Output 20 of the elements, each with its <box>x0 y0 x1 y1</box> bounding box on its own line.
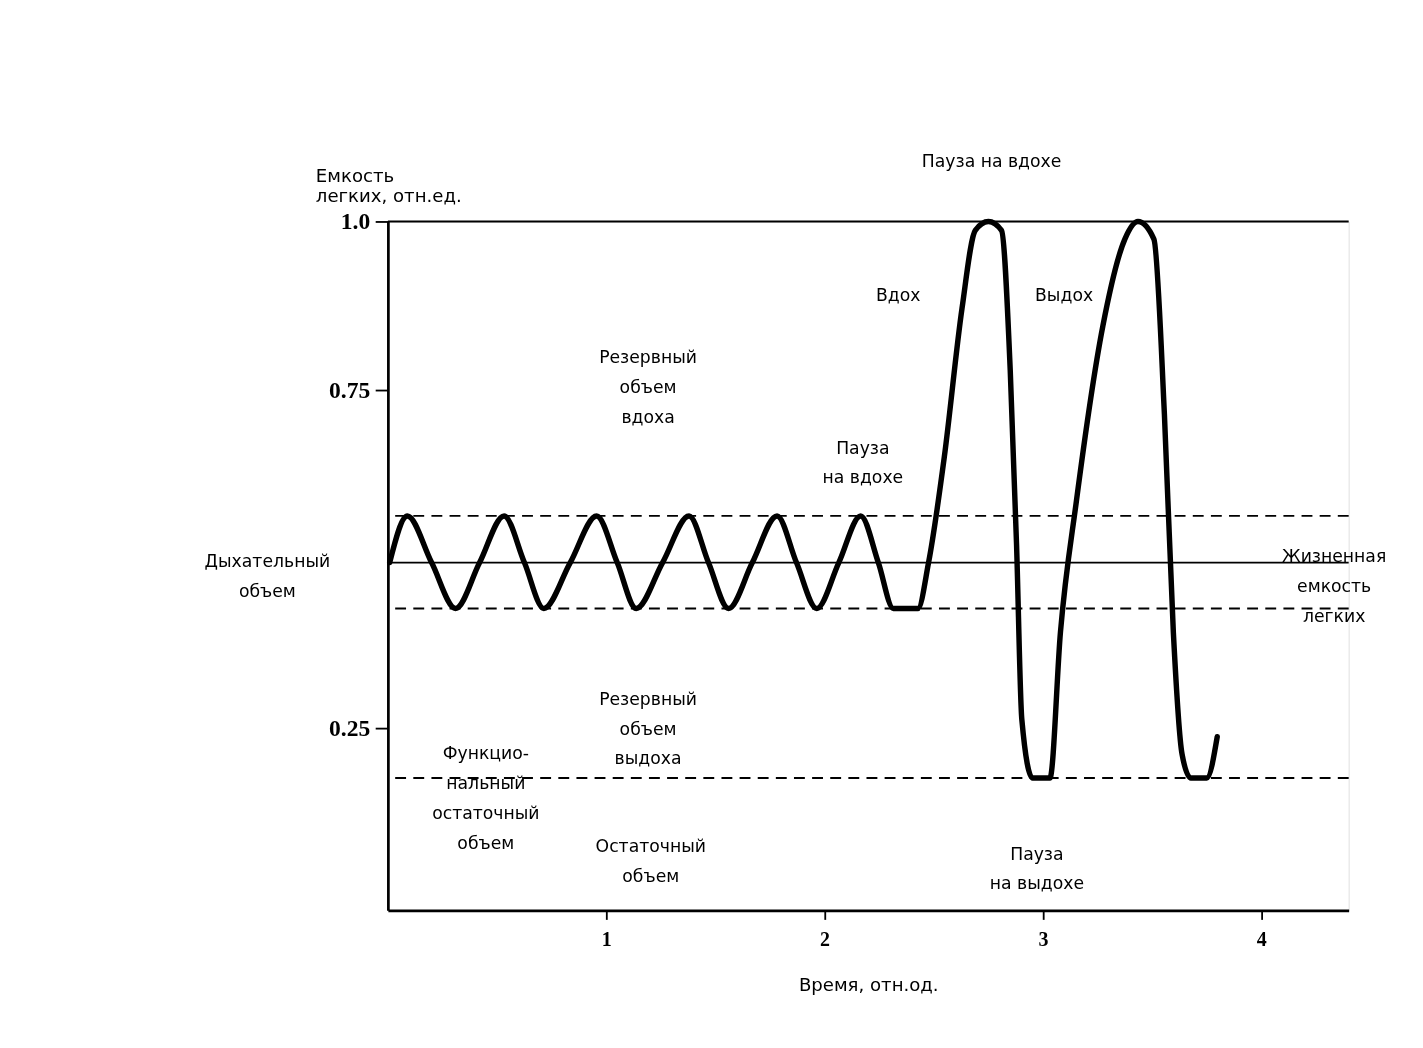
annotation: Функцио- нальный остаточный объем <box>432 742 540 853</box>
y-tick-label: 0.75 <box>329 377 371 404</box>
x-tick-label: 1 <box>601 928 612 951</box>
y-tick-label: 1.0 <box>340 208 371 235</box>
y-axis-title: Емкость легких, отн.ед. <box>315 165 462 207</box>
annotation: Жизненная емкость легких <box>1282 546 1387 627</box>
y-tick-label: 0.25 <box>329 714 371 741</box>
text: Пауза на вдохе <box>921 151 1062 172</box>
annotation: Пауза на вдохе <box>822 437 904 488</box>
x-tick-label: 3 <box>1038 928 1049 951</box>
annotation: Вдох <box>875 285 921 306</box>
annotation: Резервный объем вдоха <box>599 346 697 427</box>
text: Дыхательный объем <box>204 550 331 601</box>
x-tick-label: 4 <box>1256 928 1267 951</box>
annotation: Остаточный объем <box>595 836 706 887</box>
x-tick-label: 2 <box>820 928 831 951</box>
annotation: Резервный объем выдоха <box>599 688 697 769</box>
annotation: Выдох <box>1035 285 1094 306</box>
x-axis-title: Время, отн.од. <box>798 974 939 996</box>
annotation: Пауза на выдохе <box>989 843 1085 894</box>
